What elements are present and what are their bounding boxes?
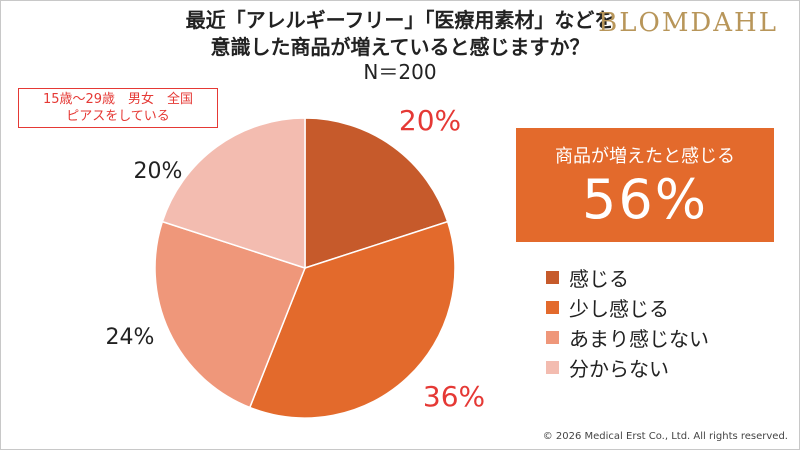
legend-item-4: 分からない bbox=[546, 352, 709, 382]
sample-size: N＝200 bbox=[363, 60, 437, 84]
pie-slice-1 bbox=[304, 117, 449, 270]
brand-logo: BLOMDAHL bbox=[598, 8, 778, 38]
legend-label-3: あまり感じない bbox=[569, 326, 709, 351]
legend-item-3: あまり感じない bbox=[546, 322, 709, 352]
legend-item-2: 少し感じる bbox=[546, 292, 709, 322]
legend-label-2: 少し感じる bbox=[569, 296, 669, 321]
legend-swatch-3 bbox=[546, 330, 559, 344]
summary-callout-label: 商品が増えたと感じる bbox=[555, 146, 735, 167]
chart-title-line-1: 最近「アレルギーフリー」「医療用素材」などを bbox=[185, 8, 615, 32]
summary-callout-value: 56% bbox=[581, 168, 709, 231]
summary-callout: 商品が増えたと感じる 56% bbox=[516, 128, 774, 242]
legend-swatch-2 bbox=[546, 300, 559, 314]
pie-slice-2 bbox=[248, 220, 456, 419]
copyright-notice: © 2026 Medical Erst Co., Ltd. All rights… bbox=[542, 431, 788, 442]
sample-description-box: 15歳～29歳 男女 全国 ピアスをしている bbox=[18, 88, 218, 128]
pie-slice-label-2: 36% bbox=[423, 380, 485, 413]
legend-label-4: 分からない bbox=[569, 356, 669, 381]
chart-legend: 感じる少し感じるあまり感じない 分からない bbox=[546, 262, 709, 382]
pie-slice-4 bbox=[161, 117, 306, 270]
legend-swatch-1 bbox=[546, 270, 559, 284]
pie-slice-3 bbox=[154, 220, 306, 409]
legend-label-1: 感じる bbox=[569, 266, 629, 291]
sample-description-line-1: 15歳～29歳 男女 全国 bbox=[42, 92, 194, 107]
sample-description-line-2: ピアスをしている bbox=[66, 109, 170, 124]
pie-slice-label-3: 24% bbox=[106, 325, 155, 350]
legend-swatch-4 bbox=[546, 360, 559, 374]
chart-title-line-2: 意識した商品が増えていると感じますか？ bbox=[210, 35, 590, 59]
legend-item-1: 感じる bbox=[546, 262, 709, 292]
pie-slice-label-1: 20% bbox=[399, 104, 461, 137]
pie-slice-label-4: 20% bbox=[134, 159, 183, 184]
